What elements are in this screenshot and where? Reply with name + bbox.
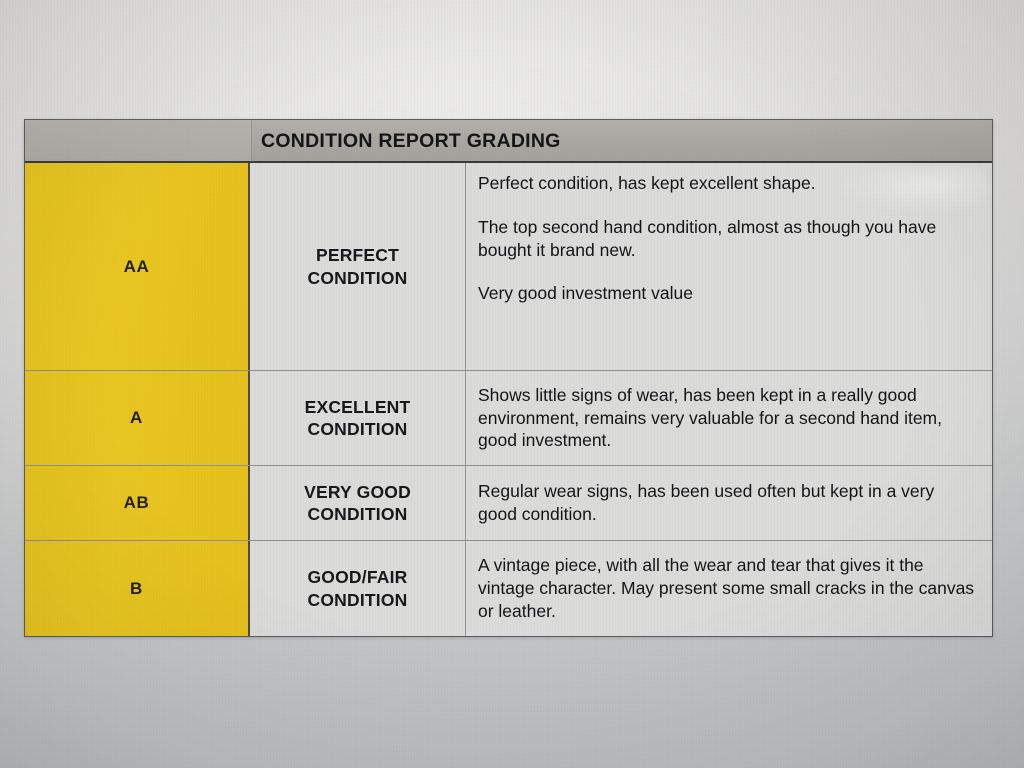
table-row: AA PERFECT CONDITION Perfect condition, … [25,163,992,371]
table-row: A EXCELLENT CONDITION Shows little signs… [25,371,992,466]
grade-label: B [130,578,143,598]
condition-cell: VERY GOOD CONDITION [250,466,466,540]
table-row: AB VERY GOOD CONDITION Regular wear sign… [25,466,992,541]
condition-label: EXCELLENT CONDITION [304,396,411,439]
condition-label: PERFECT CONDITION [307,245,408,288]
table-body: AA PERFECT CONDITION Perfect condition, … [25,163,992,636]
grade-label: AA [123,256,150,276]
description-cell: A vintage piece, with all the wear and t… [466,541,992,636]
description-paragraph: Perfect condition, has kept excellent sh… [478,173,816,193]
description-paragraph: The top second hand condition, almost as… [478,216,937,260]
description-cell: Perfect condition, has kept excellent sh… [466,163,992,370]
grade-cell: AB [25,466,250,540]
description-cell: Regular wear signs, has been used often … [466,466,992,540]
condition-label: VERY GOOD CONDITION [304,481,411,524]
grade-cell: AA [25,163,250,370]
description-paragraph: Shows little signs of wear, has been kep… [478,384,942,451]
grade-cell: A [25,371,250,465]
table-header-left-spacer [25,120,252,161]
description-paragraph: Regular wear signs, has been used often … [478,481,935,524]
description-cell: Shows little signs of wear, has been kep… [466,371,992,465]
grade-label: A [130,408,143,427]
condition-cell: EXCELLENT CONDITION [250,371,466,465]
condition-label: GOOD/FAIR CONDITION [307,567,408,610]
grade-cell: B [25,541,250,636]
condition-cell: GOOD/FAIR CONDITION [250,541,466,636]
condition-cell: PERFECT CONDITION [250,163,466,370]
grade-label: AB [123,493,150,512]
description-paragraph: Very good investment value [478,283,693,304]
table-row: B GOOD/FAIR CONDITION A vintage piece, w… [25,541,992,636]
table-title: CONDITION REPORT GRADING [261,130,561,152]
condition-report-grading-table: CONDITION REPORT GRADING AA PERFECT COND… [24,119,993,637]
description-paragraph: A vintage piece, with all the wear and t… [478,555,975,621]
table-header-bar: CONDITION REPORT GRADING [25,120,992,163]
